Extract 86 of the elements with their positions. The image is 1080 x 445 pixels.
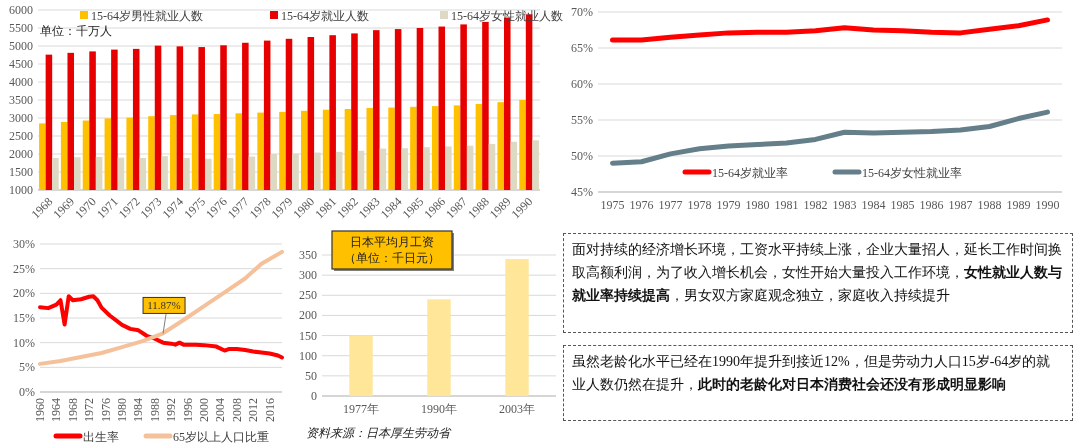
y-tick-label: 10% xyxy=(13,335,35,350)
x-tick-label: 1984 xyxy=(131,398,146,422)
legend-item: 65岁以上人口比重 xyxy=(143,430,269,444)
x-tick-label: 1992 xyxy=(164,398,179,422)
x-tick-label: 1977年 xyxy=(343,402,379,416)
x-tick-label: 1960 xyxy=(33,398,47,422)
x-tick-label: 1990年 xyxy=(421,402,457,416)
x-tick-label: 1976 xyxy=(629,198,654,212)
y-tick-label: 5500 xyxy=(9,21,33,35)
legend-item: 15-64岁男性就业人数 xyxy=(80,9,203,23)
y-tick-label: 30% xyxy=(13,237,35,251)
y-tick-label: 350 xyxy=(299,248,317,262)
y-tick-label: 0 xyxy=(311,389,317,403)
x-tick-label: 1987 xyxy=(948,198,973,212)
x-tick-label: 1968 xyxy=(65,398,80,422)
x-tick-label: 2008 xyxy=(229,398,244,422)
legend-label: 65岁以上人口比重 xyxy=(173,430,269,444)
text: 虽然老龄化水平已经在1990年提升到接近12%，但是劳动力人口15岁-64岁的就业人数仍然在提升，此时的老龄化对日本消费社会还没有形成明显影响 xyxy=(563,345,1073,421)
x-tick-label: 1989 xyxy=(1006,198,1031,212)
x-tick-label: 1988 xyxy=(147,398,162,422)
annotation: 单位：千万人 xyxy=(40,24,112,38)
x-tick-label: 1982 xyxy=(803,198,828,212)
x-tick-label: 1983 xyxy=(832,198,857,212)
line-series xyxy=(38,294,284,360)
text: 面对持续的经济增长环境，工资水平持续上涨，企业大量招人，延长工作时间换取高额利润，为了收入增长机会，女性开始大量投入工作环境，女性就业人数与就业率持续提高，男女双方家庭观念独立，家庭收入持续提升 xyxy=(572,242,1062,303)
y-tick-label: 6000 xyxy=(9,3,33,17)
y-tick-label: 100 xyxy=(299,348,317,363)
y-tick-label: 5% xyxy=(19,360,35,375)
legend-label: 15-64岁女性就业率 xyxy=(862,166,962,180)
y-tick-label: 55% xyxy=(571,113,593,127)
y-tick-label: 45% xyxy=(571,185,593,199)
y-tick-label: 5000 xyxy=(9,39,33,53)
x-tick-label: 1988 xyxy=(977,198,1002,212)
y-tick-label: 1500 xyxy=(9,165,33,179)
legend-item: 15-64岁就业率 xyxy=(682,166,788,180)
x-tick-label: 2000 xyxy=(197,398,212,422)
legend-label: 15-64岁就业率 xyxy=(712,166,788,180)
y-tick-label: 25% xyxy=(13,261,35,276)
y-tick-label: 150 xyxy=(299,328,317,343)
x-tick-label: 1980 xyxy=(115,398,130,422)
x-tick-label: 1996 xyxy=(180,398,195,422)
line-series xyxy=(38,249,284,366)
x-tick-label: 1975 xyxy=(600,198,625,212)
x-tick-label: 1980 xyxy=(745,198,770,212)
x-tick-label: 1964 xyxy=(49,398,64,422)
y-tick-label: 250 xyxy=(299,288,317,303)
y-tick-label: 70% xyxy=(571,5,593,19)
legend-item: 15-64岁就业人数 xyxy=(270,9,369,23)
annotation: 11.87% xyxy=(147,299,181,312)
y-tick-label: 300 xyxy=(299,268,317,283)
legend-item: 15-64岁女性就业率 xyxy=(832,166,962,180)
y-tick-label: 3000 xyxy=(9,111,33,125)
y-tick-label: 4500 xyxy=(9,57,33,71)
x-tick-label: 1981 xyxy=(774,198,799,212)
chart-subtitle: （单位：千日元） xyxy=(344,251,440,265)
x-tick-label: 1978 xyxy=(687,198,712,212)
x-tick-label: 1984 xyxy=(861,198,886,212)
y-tick-label: 2500 xyxy=(9,129,33,143)
y-tick-label: 60% xyxy=(571,77,593,91)
y-tick-label: 3500 xyxy=(9,93,33,107)
chart-title: 日本平均月工资 xyxy=(350,236,434,248)
y-tick-label: 200 xyxy=(299,308,317,323)
y-tick-label: 4000 xyxy=(9,75,33,89)
legend-item: 出生率 xyxy=(53,430,119,444)
legend-label: 出生率 xyxy=(83,430,119,444)
text: 资料来源：日本厚生劳动省 xyxy=(306,426,452,440)
y-tick-label: 20% xyxy=(13,286,35,301)
y-tick-label: 65% xyxy=(571,41,593,55)
x-tick-label: 2004 xyxy=(213,398,228,422)
y-tick-label: 50 xyxy=(305,368,317,383)
x-tick-label: 1986 xyxy=(919,198,944,212)
x-tick-label: 1985 xyxy=(890,198,915,212)
y-tick-label: 0% xyxy=(19,385,35,399)
y-tick-label: 1000 xyxy=(9,183,33,197)
x-tick-label: 1979 xyxy=(716,198,741,212)
y-tick-label: 2000 xyxy=(9,147,33,161)
x-tick-label: 1976 xyxy=(98,398,113,422)
x-tick-label: 1972 xyxy=(82,398,97,422)
x-tick-label: 1977 xyxy=(658,198,683,212)
x-tick-label: 1990 xyxy=(1035,198,1060,212)
y-tick-label: 15% xyxy=(13,311,35,325)
y-tick-label: 50% xyxy=(571,149,593,163)
legend-item: 15-64岁女性就业人数 xyxy=(440,9,563,23)
x-tick-label: 2012 xyxy=(246,398,261,422)
x-tick-label: 2003年 xyxy=(499,402,535,416)
x-tick-label: 2016 xyxy=(262,398,277,422)
